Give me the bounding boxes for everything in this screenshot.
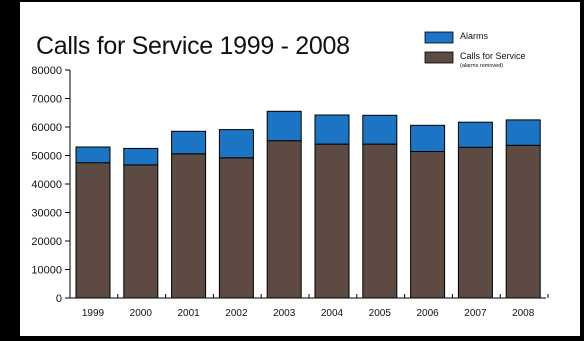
x-tick-label: 2007 (464, 308, 487, 319)
y-tick-label: 30000 (31, 208, 62, 220)
y-tick-label: 50000 (31, 151, 62, 163)
bar-alarms-2005 (363, 115, 397, 144)
bar-alarms-2000 (124, 148, 158, 165)
bar-calls-2004 (315, 144, 349, 298)
x-tick-label: 2001 (177, 308, 200, 319)
legend-label-alarms: Alarms (460, 31, 489, 41)
legend-note: (alarms removed) (460, 63, 503, 69)
bars-layer (76, 111, 540, 298)
x-tick-label: 2004 (321, 308, 344, 319)
legend-swatch-alarms (425, 32, 453, 43)
bar-calls-2005 (363, 144, 397, 298)
bar-alarms-2006 (411, 125, 445, 151)
y-tick-label: 40000 (31, 179, 62, 191)
bar-calls-2007 (458, 147, 492, 298)
bar-alarms-2004 (315, 115, 349, 144)
bar-calls-2008 (506, 145, 540, 298)
x-tick-label: 2005 (369, 308, 392, 319)
y-tick-label: 20000 (31, 236, 62, 248)
bar-calls-2002 (219, 158, 253, 298)
legend-swatch-calls (425, 52, 453, 63)
bar-alarms-2008 (506, 120, 540, 145)
bar-alarms-1999 (76, 147, 110, 163)
x-tick-label: 2008 (512, 308, 535, 319)
x-tick-label: 2003 (273, 308, 296, 319)
bar-alarms-2003 (267, 111, 301, 140)
x-tick-label: 2006 (416, 308, 439, 319)
legend-label-calls: Calls for Service (460, 51, 526, 61)
bar-calls-2001 (172, 154, 206, 298)
y-tick-label: 10000 (31, 265, 62, 277)
legend: Alarms Calls for Service (alarms removed) (425, 31, 526, 69)
bar-calls-2000 (124, 165, 158, 298)
bar-calls-2006 (411, 152, 445, 299)
bar-calls-1999 (76, 163, 110, 298)
x-tick-label: 1999 (82, 308, 105, 319)
y-tick-label: 70000 (31, 94, 62, 106)
x-tick-label: 2002 (225, 308, 248, 319)
y-tick-label: 60000 (31, 122, 62, 134)
bar-alarms-2001 (172, 131, 206, 154)
x-tick-label: 2000 (130, 308, 153, 319)
bar-alarms-2007 (458, 122, 492, 147)
bar-calls-2003 (267, 141, 301, 298)
y-tick-label: 0 (56, 293, 62, 305)
y-tick-label: 80000 (31, 65, 62, 77)
bar-alarms-2002 (219, 130, 253, 158)
